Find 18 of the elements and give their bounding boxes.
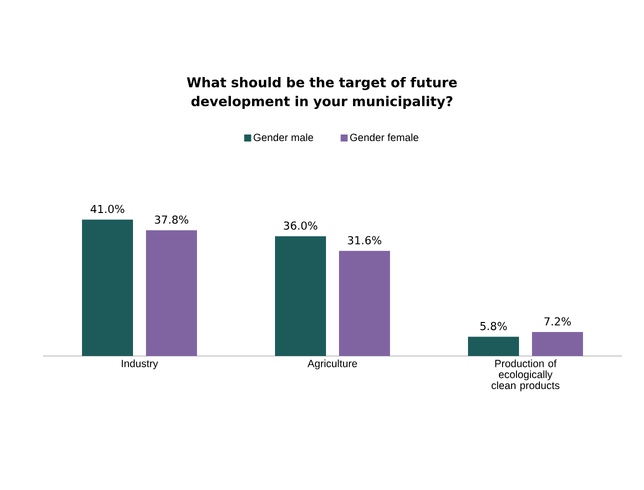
data-label: 36.0% <box>284 221 318 230</box>
bar <box>468 336 520 356</box>
data-label: 5.8% <box>480 322 507 330</box>
data-label: 7.2% <box>544 317 571 326</box>
bar <box>146 230 197 356</box>
bar <box>275 236 326 356</box>
data-label: 37.8% <box>154 215 188 224</box>
bar <box>82 220 133 356</box>
x-tick-label: Agriculture <box>308 360 358 370</box>
x-tick-label: Industry <box>122 360 158 370</box>
legend-label: Gender male <box>254 133 314 142</box>
x-tick-label: Production of ecologically clean products <box>492 360 560 392</box>
data-label: 41.0% <box>90 204 124 214</box>
bar <box>339 250 390 356</box>
bar <box>532 332 584 356</box>
legend-label: Gender female <box>350 133 418 142</box>
chart-title: What should be the target of future development in your municipality? <box>186 76 457 110</box>
data-label: 31.6% <box>348 236 382 244</box>
